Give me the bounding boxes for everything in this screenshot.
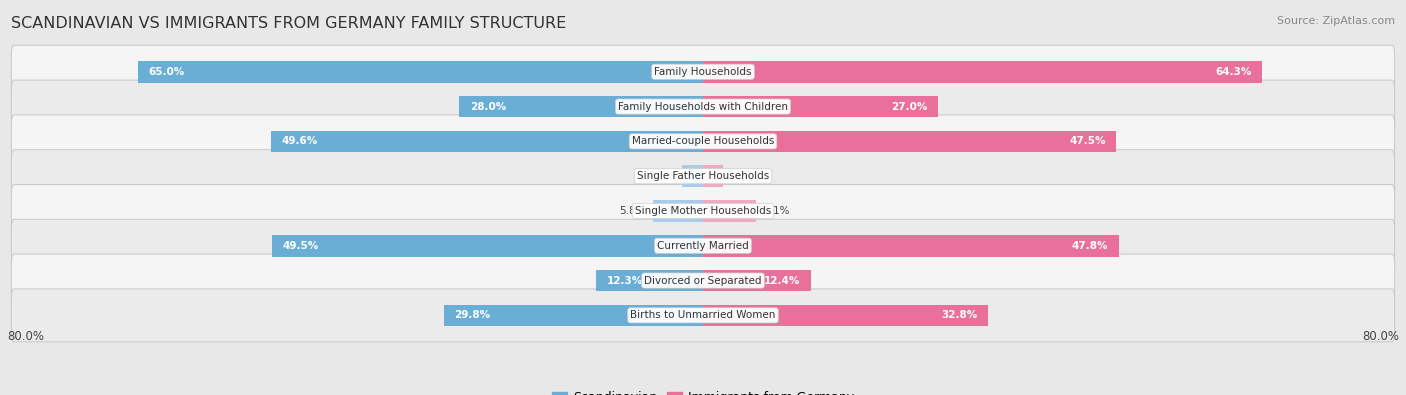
Text: Currently Married: Currently Married	[657, 241, 749, 251]
Bar	[460, 96, 703, 117]
Bar	[703, 235, 1119, 256]
Text: 12.3%: 12.3%	[606, 276, 643, 286]
Bar	[703, 270, 811, 292]
FancyBboxPatch shape	[11, 80, 1395, 133]
Bar	[703, 200, 756, 222]
Bar	[138, 61, 703, 83]
Text: Source: ZipAtlas.com: Source: ZipAtlas.com	[1277, 16, 1395, 26]
Text: 5.8%: 5.8%	[619, 206, 645, 216]
FancyBboxPatch shape	[11, 254, 1395, 307]
FancyBboxPatch shape	[11, 45, 1395, 98]
FancyBboxPatch shape	[11, 115, 1395, 168]
Text: Births to Unmarried Women: Births to Unmarried Women	[630, 310, 776, 320]
Bar	[273, 235, 703, 256]
FancyBboxPatch shape	[11, 219, 1395, 272]
Bar	[444, 305, 703, 326]
Text: 47.8%: 47.8%	[1071, 241, 1108, 251]
Text: 2.4%: 2.4%	[648, 171, 675, 181]
Text: 28.0%: 28.0%	[470, 102, 506, 111]
Bar	[271, 131, 703, 152]
Bar	[703, 61, 1263, 83]
Text: 80.0%: 80.0%	[7, 330, 44, 343]
Text: SCANDINAVIAN VS IMMIGRANTS FROM GERMANY FAMILY STRUCTURE: SCANDINAVIAN VS IMMIGRANTS FROM GERMANY …	[11, 16, 567, 31]
Text: Single Father Households: Single Father Households	[637, 171, 769, 181]
Bar	[652, 200, 703, 222]
Text: 65.0%: 65.0%	[148, 67, 184, 77]
Text: Family Households with Children: Family Households with Children	[619, 102, 787, 111]
Text: 29.8%: 29.8%	[454, 310, 491, 320]
Text: 32.8%: 32.8%	[942, 310, 979, 320]
Text: 47.5%: 47.5%	[1070, 136, 1105, 147]
Text: Married-couple Households: Married-couple Households	[631, 136, 775, 147]
Bar	[703, 131, 1116, 152]
FancyBboxPatch shape	[11, 184, 1395, 237]
Text: Family Households: Family Households	[654, 67, 752, 77]
Bar	[703, 305, 988, 326]
Text: Divorced or Separated: Divorced or Separated	[644, 276, 762, 286]
Bar	[703, 166, 723, 187]
Text: 49.6%: 49.6%	[283, 136, 318, 147]
Legend: Scandinavian, Immigrants from Germany: Scandinavian, Immigrants from Germany	[547, 386, 859, 395]
Bar	[703, 96, 938, 117]
Text: Single Mother Households: Single Mother Households	[636, 206, 770, 216]
Text: 49.5%: 49.5%	[283, 241, 319, 251]
FancyBboxPatch shape	[11, 150, 1395, 203]
Text: 64.3%: 64.3%	[1216, 67, 1251, 77]
Text: 12.4%: 12.4%	[763, 276, 800, 286]
FancyBboxPatch shape	[11, 289, 1395, 342]
Text: 2.3%: 2.3%	[730, 171, 756, 181]
Text: 80.0%: 80.0%	[1362, 330, 1399, 343]
Text: 6.1%: 6.1%	[763, 206, 790, 216]
Bar	[596, 270, 703, 292]
Text: 27.0%: 27.0%	[891, 102, 928, 111]
Bar	[682, 166, 703, 187]
